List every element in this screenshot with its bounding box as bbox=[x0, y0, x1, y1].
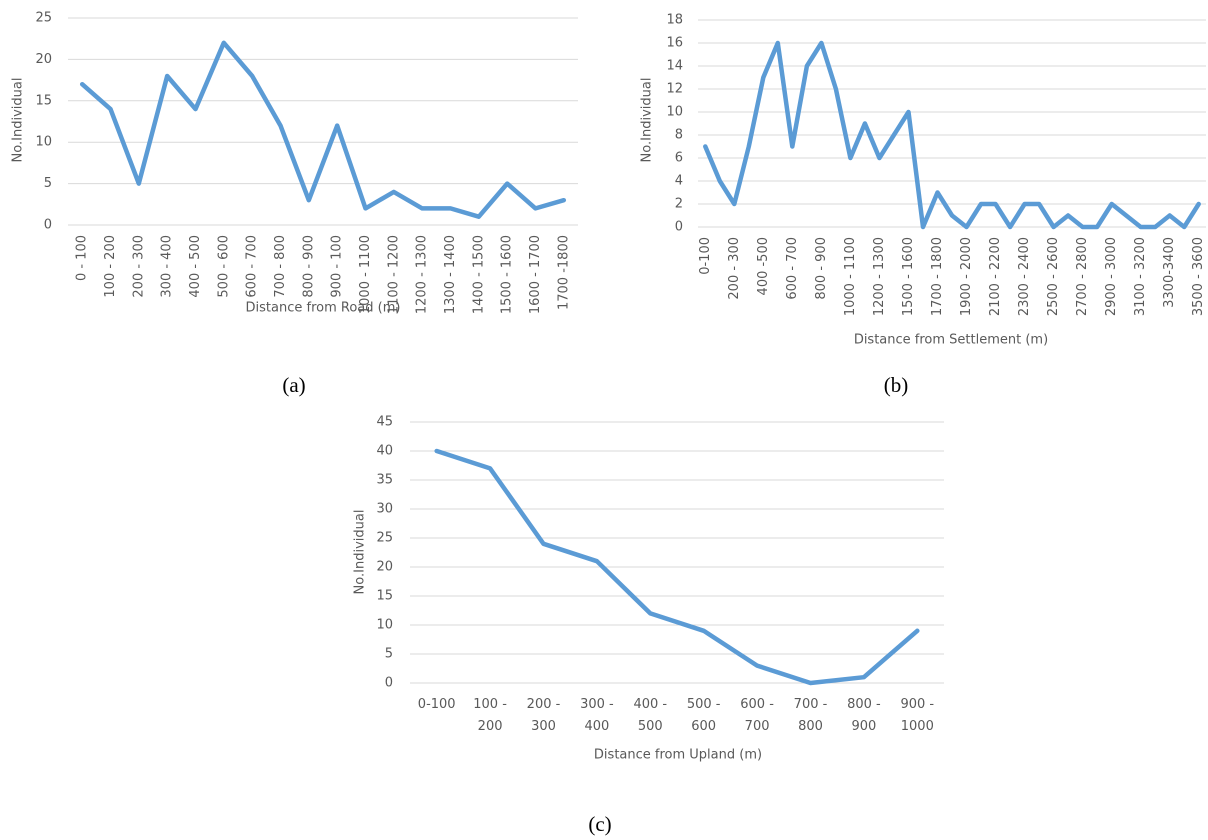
y-tick-label: 0 bbox=[385, 676, 393, 691]
x-tick-label: 1200 - 1300 bbox=[872, 237, 887, 316]
x-tick-label: 400 -500 bbox=[756, 237, 771, 295]
x-tick-label: 200 - 300 bbox=[131, 235, 146, 298]
x-tick-label: 1300 - 1400 bbox=[443, 235, 458, 314]
x-tick-label: 200 - 300 bbox=[727, 237, 742, 300]
y-tick-label: 10 bbox=[35, 135, 52, 150]
x-tick-label: 500 - 600 bbox=[686, 697, 721, 734]
data-line bbox=[703, 40, 1201, 230]
x-tick-label: 3500 - 3600 bbox=[1191, 237, 1206, 316]
y-tick-label: 15 bbox=[376, 589, 393, 604]
y-tick-label: 5 bbox=[385, 647, 393, 662]
y-tick-label: 2 bbox=[675, 197, 683, 212]
x-tick-label: 500 - 600 bbox=[216, 235, 231, 298]
x-axis-title: Distance from Upland (m) bbox=[594, 748, 762, 763]
x-tick-label: 1400 - 1500 bbox=[471, 235, 486, 314]
x-tick-label: 700 - 800 bbox=[273, 235, 288, 298]
x-tick-label: 1200 - 1300 bbox=[415, 235, 430, 314]
x-tick-label: 3100 - 3200 bbox=[1133, 237, 1148, 316]
x-tick-label: 0-100 bbox=[417, 697, 456, 712]
x-tick-label: 600 - 700 bbox=[785, 237, 800, 300]
y-tick-label: 0 bbox=[44, 218, 52, 233]
x-tick-label: 1600 - 1700 bbox=[528, 235, 543, 314]
x-tick-label: 0 - 100 bbox=[75, 235, 90, 281]
caption: (a) bbox=[282, 373, 305, 397]
x-tick-label: 600 - 700 bbox=[740, 697, 774, 734]
x-tick-label: 700 - 800 bbox=[793, 697, 828, 734]
x-tick-label: 2700 - 2800 bbox=[1075, 237, 1090, 316]
caption: (c) bbox=[588, 812, 611, 836]
x-tick-label: 300 - 400 bbox=[580, 697, 614, 734]
caption: (b) bbox=[884, 373, 909, 397]
x-tick-label: 2900 - 3000 bbox=[1104, 237, 1119, 316]
x-tick-label: 1100 - 1200 bbox=[386, 235, 401, 314]
x-axis-title: Distance from Road (m) bbox=[246, 301, 401, 316]
x-tick-label: 800 - 900 bbox=[301, 235, 316, 298]
y-tick-label: 10 bbox=[376, 618, 393, 633]
x-tick-label: 1700 -1800 bbox=[556, 235, 571, 310]
y-axis-title: No.Individual bbox=[640, 78, 655, 163]
y-axis-title: No.Individual bbox=[353, 510, 368, 595]
y-tick-label: 0 bbox=[675, 220, 683, 235]
y-tick-label: 10 bbox=[666, 105, 683, 120]
x-tick-label: 2100 - 2200 bbox=[988, 237, 1003, 316]
x-tick-label: 200 - 300 bbox=[526, 697, 561, 734]
x-tick-label: 2500 - 2600 bbox=[1046, 237, 1061, 316]
y-tick-label: 35 bbox=[376, 473, 393, 488]
data-line bbox=[79, 40, 567, 219]
x-tick-label: 600 - 700 bbox=[245, 235, 260, 298]
y-tick-label: 5 bbox=[44, 176, 52, 191]
y-tick-label: 25 bbox=[376, 531, 393, 546]
y-tick-label: 8 bbox=[675, 128, 683, 143]
y-tick-label: 6 bbox=[675, 151, 683, 166]
x-tick-label: 1000 - 1100 bbox=[358, 235, 373, 314]
y-tick-label: 20 bbox=[35, 52, 52, 67]
y-tick-label: 20 bbox=[376, 560, 393, 575]
x-axis-title: Distance from Settlement (m) bbox=[854, 333, 1048, 348]
y-tick-label: 45 bbox=[376, 415, 393, 430]
x-tick-label: 800 - 900 bbox=[814, 237, 829, 300]
x-tick-label: 1900 - 2000 bbox=[959, 237, 974, 316]
x-tick-label: 800 - 900 bbox=[847, 697, 881, 734]
y-tick-label: 12 bbox=[666, 82, 683, 97]
y-tick-label: 25 bbox=[35, 11, 52, 26]
x-tick-label: 1500 - 1600 bbox=[901, 237, 916, 316]
y-tick-label: 4 bbox=[675, 174, 683, 189]
x-tick-label: 2300 - 2400 bbox=[1017, 237, 1032, 316]
x-tick-label: 900 - 100 bbox=[330, 235, 345, 298]
x-tick-label: 300 - 400 bbox=[160, 235, 175, 298]
y-tick-label: 18 bbox=[666, 13, 683, 28]
y-axis-title: No.Individual bbox=[11, 78, 26, 163]
x-tick-label: 1700 - 1800 bbox=[930, 237, 945, 316]
y-tick-label: 15 bbox=[35, 93, 52, 108]
x-tick-label: 3300-3400 bbox=[1162, 237, 1177, 308]
y-tick-label: 30 bbox=[376, 502, 393, 517]
x-tick-label: 400 - 500 bbox=[633, 697, 668, 734]
x-tick-label: 100 - 200 bbox=[103, 235, 118, 298]
y-tick-label: 40 bbox=[376, 444, 393, 459]
x-tick-label: 100 - 200 bbox=[473, 697, 507, 734]
x-tick-label: 1500 - 1600 bbox=[500, 235, 515, 314]
x-tick-label: 400 - 500 bbox=[188, 235, 203, 298]
data-line bbox=[434, 448, 920, 686]
y-tick-label: 16 bbox=[666, 36, 683, 51]
x-tick-label: 1000 - 1100 bbox=[843, 237, 858, 316]
x-tick-label: 900 - 1000 bbox=[900, 697, 935, 734]
x-tick-label: 0-100 bbox=[698, 237, 713, 275]
y-tick-label: 14 bbox=[666, 59, 683, 74]
